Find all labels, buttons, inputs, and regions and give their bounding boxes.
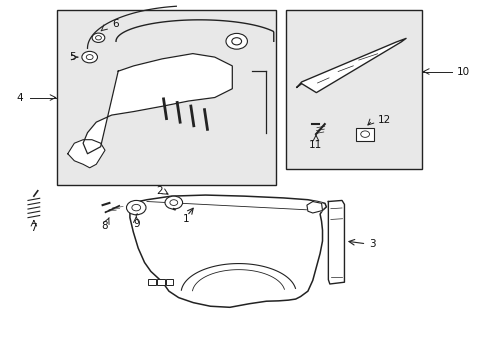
Circle shape bbox=[126, 201, 146, 215]
Text: 8: 8 bbox=[101, 221, 108, 230]
Bar bbox=[165, 279, 173, 285]
Polygon shape bbox=[296, 39, 405, 93]
Text: 7: 7 bbox=[30, 223, 37, 233]
Circle shape bbox=[225, 33, 247, 49]
Circle shape bbox=[132, 204, 141, 211]
Text: 9: 9 bbox=[133, 219, 139, 229]
Circle shape bbox=[92, 33, 104, 42]
Bar bbox=[356, 128, 373, 141]
Text: 5: 5 bbox=[69, 52, 76, 62]
Polygon shape bbox=[306, 202, 322, 213]
Bar bbox=[57, 10, 276, 185]
Circle shape bbox=[231, 38, 241, 45]
Text: 1: 1 bbox=[183, 214, 189, 224]
Bar bbox=[285, 10, 422, 169]
Text: 4: 4 bbox=[17, 93, 23, 103]
Bar bbox=[157, 279, 164, 285]
Circle shape bbox=[169, 200, 177, 206]
Circle shape bbox=[86, 55, 93, 60]
Text: 11: 11 bbox=[308, 140, 321, 150]
Bar bbox=[148, 279, 156, 285]
Polygon shape bbox=[83, 54, 232, 154]
Circle shape bbox=[81, 51, 97, 63]
Text: 12: 12 bbox=[377, 115, 390, 125]
Circle shape bbox=[360, 131, 369, 138]
Circle shape bbox=[95, 36, 101, 40]
Text: 10: 10 bbox=[456, 67, 469, 77]
Polygon shape bbox=[68, 140, 105, 168]
Text: 6: 6 bbox=[112, 19, 119, 29]
Polygon shape bbox=[328, 201, 344, 284]
Text: 2: 2 bbox=[156, 186, 162, 196]
Text: 3: 3 bbox=[368, 239, 375, 249]
Polygon shape bbox=[130, 195, 326, 307]
Circle shape bbox=[164, 196, 182, 209]
